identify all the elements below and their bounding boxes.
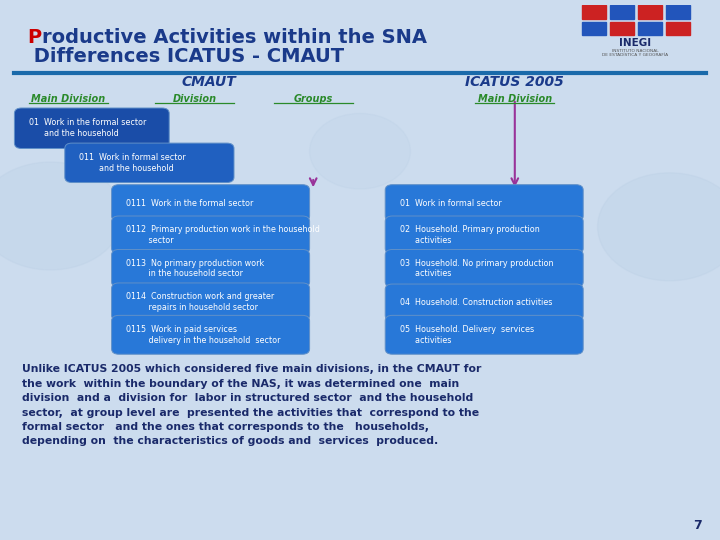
Text: INSTITUTO NACIONAL
DE ESTADÍSTICA Y GEOGRAFÍA: INSTITUTO NACIONAL DE ESTADÍSTICA Y GEOG… — [603, 49, 668, 57]
FancyBboxPatch shape — [112, 249, 310, 287]
Text: 02  Household. Primary production
      activities: 02 Household. Primary production activit… — [400, 225, 539, 245]
Text: CMAUT: CMAUT — [181, 75, 236, 89]
FancyBboxPatch shape — [385, 216, 583, 254]
Text: Main Division: Main Division — [31, 94, 106, 104]
FancyBboxPatch shape — [14, 108, 169, 148]
Bar — [610, 5, 634, 19]
Bar — [665, 5, 690, 19]
FancyBboxPatch shape — [65, 143, 234, 183]
FancyBboxPatch shape — [112, 283, 310, 321]
FancyBboxPatch shape — [385, 185, 583, 221]
Bar — [665, 22, 690, 35]
Text: 7: 7 — [693, 519, 702, 532]
Circle shape — [310, 113, 410, 189]
Text: P: P — [27, 28, 42, 48]
Bar — [638, 22, 662, 35]
FancyBboxPatch shape — [112, 315, 310, 354]
Text: 0111  Work in the formal sector: 0111 Work in the formal sector — [126, 199, 253, 207]
Text: Groups: Groups — [294, 94, 333, 104]
Bar — [638, 5, 662, 19]
Text: Differences ICATUS - CMAUT: Differences ICATUS - CMAUT — [27, 47, 344, 66]
Text: 0113  No primary production work
         in the household sector: 0113 No primary production work in the h… — [126, 259, 264, 278]
FancyBboxPatch shape — [385, 284, 583, 321]
Text: 01  Work in formal sector: 01 Work in formal sector — [400, 199, 501, 207]
Bar — [610, 22, 634, 35]
FancyBboxPatch shape — [385, 315, 583, 354]
FancyBboxPatch shape — [112, 185, 310, 221]
Text: 011  Work in formal sector
        and the household: 011 Work in formal sector and the househ… — [79, 153, 186, 173]
Text: Unlike ICATUS 2005 which considered five main divisions, in the CMAUT for
the wo: Unlike ICATUS 2005 which considered five… — [22, 364, 481, 447]
Text: 05  Household. Delivery  services
      activities: 05 Household. Delivery services activiti… — [400, 325, 534, 345]
Text: roductive Activities within the SNA: roductive Activities within the SNA — [42, 28, 427, 48]
FancyBboxPatch shape — [385, 249, 583, 287]
FancyBboxPatch shape — [0, 0, 720, 73]
Text: Main Division: Main Division — [477, 94, 552, 104]
Text: INEGI: INEGI — [619, 38, 652, 48]
Text: ICATUS 2005: ICATUS 2005 — [465, 75, 564, 89]
Text: 03  Household. No primary production
      activities: 03 Household. No primary production acti… — [400, 259, 553, 278]
Circle shape — [598, 173, 720, 281]
Text: 0112  Primary production work in the household
         sector: 0112 Primary production work in the hous… — [126, 225, 320, 245]
Text: 04  Household. Construction activities: 04 Household. Construction activities — [400, 298, 552, 307]
Bar — [582, 22, 606, 35]
FancyBboxPatch shape — [112, 216, 310, 254]
Text: 0115  Work in paid services
         delivery in the household  sector: 0115 Work in paid services delivery in t… — [126, 325, 281, 345]
Text: 01  Work in the formal sector
      and the household: 01 Work in the formal sector and the hou… — [29, 118, 146, 138]
Bar — [582, 5, 606, 19]
Circle shape — [0, 162, 122, 270]
Text: 0114  Construction work and greater
         repairs in household sector: 0114 Construction work and greater repai… — [126, 292, 274, 312]
Text: Division: Division — [172, 94, 217, 104]
